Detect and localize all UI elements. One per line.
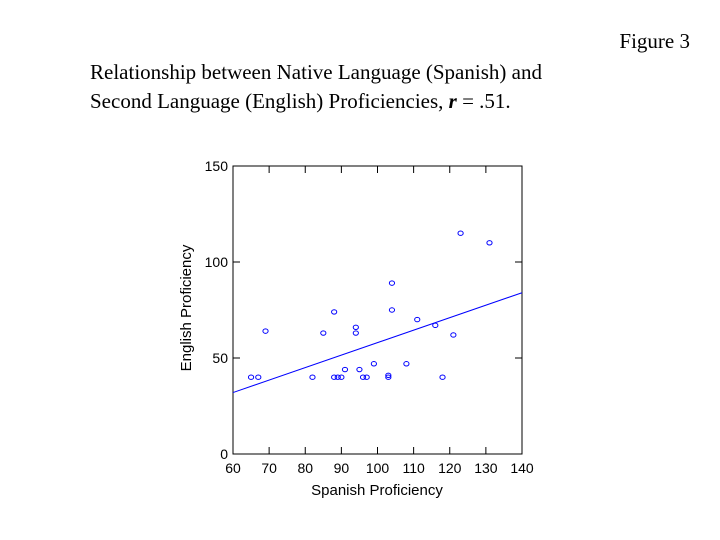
data-point [331,374,338,380]
plot-frame [232,165,523,455]
data-point [320,330,327,336]
caption-line-2-text: Second Language (English) Proficiencies, [90,89,449,113]
x-axis-ticks: 60 70 80 90 100 110 120 130 140 [225,166,534,476]
correlation-symbol: r [448,89,457,113]
data-points [247,230,493,380]
x-tick-label: 80 [297,460,313,476]
data-point [457,230,464,236]
data-point [385,372,392,378]
data-point [262,328,269,334]
y-tick-label: 150 [205,158,229,174]
data-point [363,374,370,380]
data-point [414,316,421,323]
x-tick-label: 70 [261,460,277,476]
data-point [432,322,439,329]
data-point [439,374,446,380]
data-point [338,374,345,380]
data-point [388,307,396,313]
data-point [247,374,255,380]
data-point [359,374,367,380]
data-point [255,374,262,380]
y-tick-label: 50 [212,350,228,366]
correlation-value: = .51. [456,89,511,113]
y-tick-label: 100 [205,254,229,270]
data-point [370,361,377,367]
x-axis-title: Spanish Proficiency [311,482,443,499]
x-tick-label: 140 [510,460,534,476]
data-point [331,309,338,315]
data-point [403,361,410,367]
caption-line-2: Second Language (English) Proficiencies,… [90,87,650,116]
x-tick-label: 100 [366,460,390,476]
data-point [356,366,363,373]
figure-caption: Relationship between Native Language (Sp… [90,58,650,116]
data-point [334,374,341,380]
data-point [385,374,392,380]
data-point [309,374,316,380]
x-tick-label: 60 [225,460,241,476]
data-point [352,324,359,330]
y-axis-title: English Proficiency [178,244,195,371]
y-axis-ticks: 0 50 100 150 [205,158,522,462]
x-tick-label: 130 [474,460,498,476]
data-point [450,332,457,338]
figure-label: Figure 3 [619,29,690,53]
x-tick-label: 120 [438,460,462,476]
data-point [388,280,396,286]
data-point [486,240,493,246]
x-tick-label: 110 [402,460,425,476]
x-tick-label: 90 [334,460,350,476]
data-point [341,366,349,373]
y-tick-label: 0 [220,446,228,462]
data-point [352,330,359,336]
caption-line-1: Relationship between Native Language (Sp… [90,60,542,84]
regression-line [232,292,523,394]
